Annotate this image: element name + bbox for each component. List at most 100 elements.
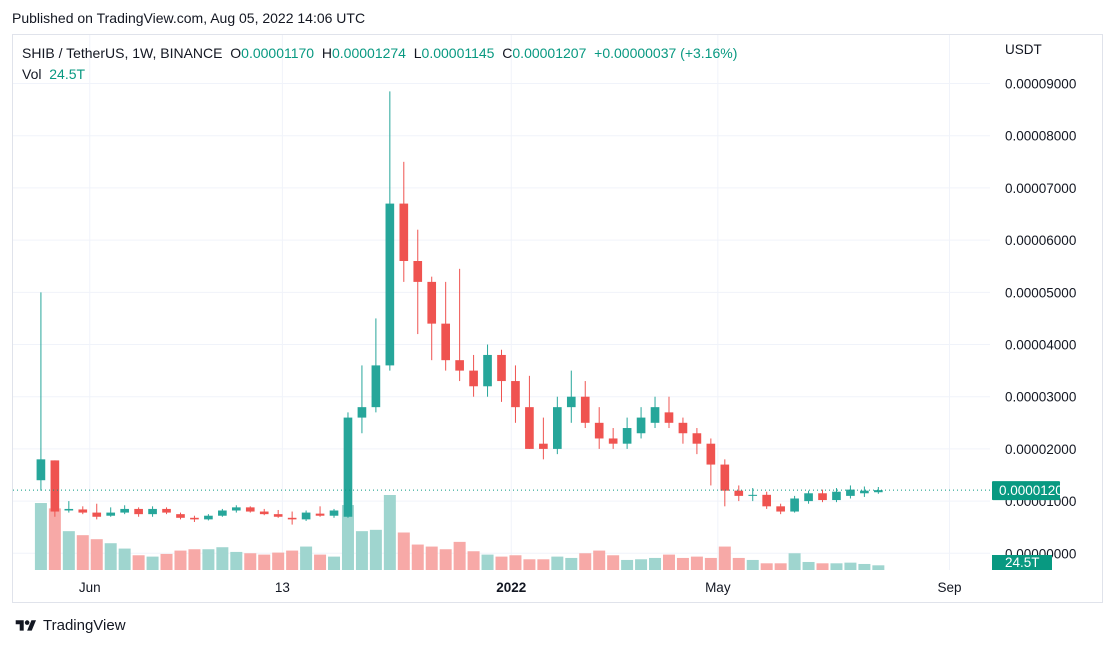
volume-legend: Vol 24.5T xyxy=(22,66,85,82)
candle-body xyxy=(301,512,311,520)
candle-body xyxy=(120,508,129,513)
volume-bar xyxy=(258,554,271,570)
ohlc-legend: SHIB / TetherUS, 1W, BINANCE O0.00001170… xyxy=(22,45,737,61)
candle-body xyxy=(36,459,46,481)
candle-body xyxy=(190,517,199,520)
open-value: 0.00001170 xyxy=(241,45,315,61)
volume-bar xyxy=(690,556,703,570)
volume-bar xyxy=(188,549,201,570)
volume-bar xyxy=(453,541,466,570)
volume-bar xyxy=(383,495,396,570)
last-price-badge xyxy=(992,481,1060,501)
tradingview-brand[interactable]: TradingView xyxy=(14,617,126,634)
volume-bar xyxy=(802,561,815,570)
candle-body xyxy=(78,509,88,513)
volume-bar xyxy=(202,549,215,570)
candle-body xyxy=(734,490,744,496)
candle-body xyxy=(218,510,227,516)
volume-bar xyxy=(369,529,382,570)
candle-body xyxy=(525,407,534,449)
candle-body xyxy=(762,494,772,507)
volume-bar xyxy=(537,559,550,570)
candle-body xyxy=(511,381,520,408)
candle-body xyxy=(385,203,395,366)
volume-bar xyxy=(523,559,536,570)
candle-body xyxy=(106,512,116,516)
candle-body xyxy=(273,514,283,517)
candle-body xyxy=(204,515,213,520)
high-value: 0.00001274 xyxy=(332,45,406,61)
volume-bar xyxy=(607,555,620,570)
volume-bar xyxy=(495,556,508,570)
volume-bar xyxy=(830,563,843,570)
volume-bar xyxy=(774,563,787,570)
published-caption: Published on TradingView.com, Aug 05, 20… xyxy=(12,10,366,26)
candle-body xyxy=(636,417,646,434)
candle-body xyxy=(692,433,702,444)
volume-bar xyxy=(90,539,103,570)
candle-body xyxy=(64,508,74,511)
volume-bar xyxy=(62,531,75,570)
volume-bar xyxy=(718,546,731,570)
x-tick-label: Jun xyxy=(79,580,101,595)
volume-bar xyxy=(746,559,759,570)
candle-body xyxy=(832,491,841,501)
candle-body xyxy=(413,261,423,282)
candle-body xyxy=(594,422,604,439)
candle-body xyxy=(343,417,353,517)
volume-bar xyxy=(649,557,662,570)
candle-body xyxy=(427,281,437,324)
y-tick-label: 0.00006000 xyxy=(1005,233,1076,248)
volume-bar xyxy=(272,552,285,570)
volume-bar xyxy=(244,553,257,570)
candle-body xyxy=(580,396,590,423)
candle-body xyxy=(259,511,269,515)
last-volume-badge xyxy=(992,555,1052,570)
candle-body xyxy=(790,498,799,512)
volume-bar xyxy=(48,508,61,570)
volume-bar xyxy=(635,559,648,570)
volume-bar xyxy=(704,557,717,570)
last-price-label: 0.00001207 xyxy=(999,483,1070,498)
volume-bar xyxy=(341,505,354,570)
volume-bar xyxy=(732,557,745,570)
volume-bar xyxy=(565,557,578,570)
volume-bar xyxy=(579,553,592,570)
volume-bar xyxy=(132,555,145,570)
candle-body xyxy=(566,396,576,408)
volume-bar xyxy=(146,556,159,570)
volume-bar xyxy=(467,551,480,570)
y-tick-label: 0.00008000 xyxy=(1005,129,1076,144)
volume-bar xyxy=(439,549,452,570)
y-tick-label: 0.00005000 xyxy=(1005,285,1076,300)
y-tick-label: 0.00007000 xyxy=(1005,181,1076,196)
candle-body xyxy=(622,428,632,444)
volume-bar xyxy=(174,550,187,570)
y-tick-label: 0.00002000 xyxy=(1005,442,1076,457)
candle-body xyxy=(539,443,548,449)
candle-body xyxy=(650,407,660,423)
candle-body xyxy=(329,510,339,516)
candle-body xyxy=(455,360,464,371)
candle-body xyxy=(483,354,492,387)
volume-bar xyxy=(872,565,885,570)
symbol-label[interactable]: SHIB / TetherUS, 1W, BINANCE xyxy=(22,45,223,61)
candle-body xyxy=(134,508,143,515)
candle-body xyxy=(469,370,478,387)
tradingview-label: TradingView xyxy=(43,617,126,634)
volume-bar xyxy=(551,556,564,570)
tradingview-logo-icon xyxy=(15,619,36,631)
volume-bar xyxy=(76,535,89,570)
volume-bar xyxy=(760,563,773,570)
volume-bar xyxy=(411,544,424,570)
volume-bar xyxy=(621,559,634,570)
low-label: L xyxy=(413,45,422,61)
volume-bar xyxy=(328,556,341,570)
candle-body xyxy=(846,489,855,496)
candle-body xyxy=(748,494,758,496)
x-tick-label: 13 xyxy=(275,580,290,595)
close-value: 0.00001207 xyxy=(512,45,587,61)
y-tick-label: 0.00003000 xyxy=(1005,390,1076,405)
volume-label: Vol xyxy=(22,66,42,82)
